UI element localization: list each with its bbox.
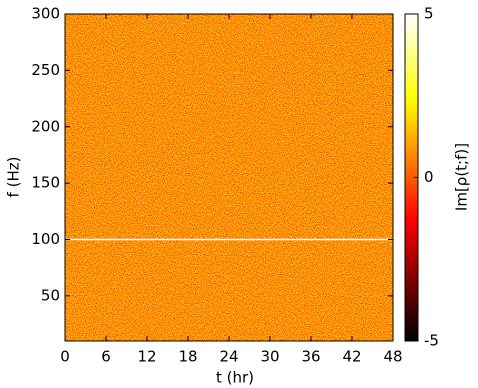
y-tick-label: 50 — [41, 286, 60, 304]
x-tick-label: 48 — [383, 348, 402, 366]
x-tick-label: 12 — [137, 348, 156, 366]
colorbar-tick-label: 0 — [424, 168, 434, 186]
x-tick-label: 42 — [342, 348, 361, 366]
x-tick-label: 6 — [101, 348, 111, 366]
y-tick-label: 250 — [31, 61, 60, 79]
colorbar-tick-label: 5 — [424, 5, 434, 23]
heatmap-field — [65, 14, 393, 341]
y-tick-label: 300 — [31, 5, 60, 23]
x-tick-label: 36 — [301, 348, 320, 366]
x-tick-label: 0 — [60, 348, 70, 366]
x-tick-label: 18 — [178, 348, 197, 366]
colorbar-tick-label: -5 — [424, 332, 439, 350]
y-tick-label: 150 — [31, 174, 60, 192]
plot-area — [65, 14, 393, 341]
y-tick-label: 100 — [31, 230, 60, 248]
y-axis-label: f (Hz) — [5, 157, 23, 198]
colorbar-label: Im[ρ(t;f)] — [453, 143, 471, 211]
y-tick-label: 200 — [31, 117, 60, 135]
x-axis-label: t (hr) — [216, 369, 254, 387]
x-tick-label: 24 — [219, 348, 238, 366]
x-tick-label: 30 — [260, 348, 279, 366]
